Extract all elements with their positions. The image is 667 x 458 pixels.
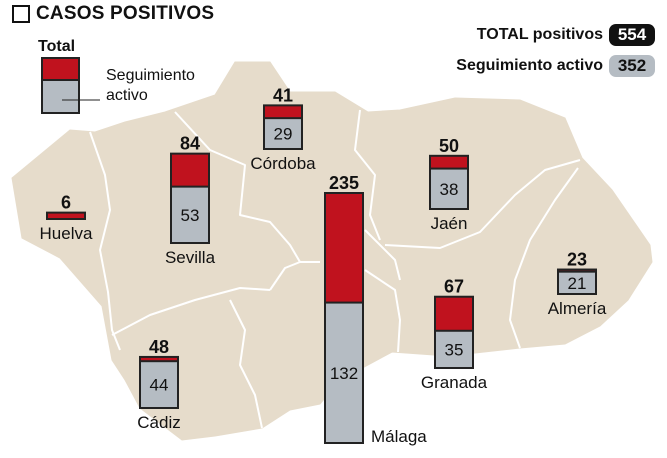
legend-total-label: Total <box>38 38 75 55</box>
value-total-jaen: 50 <box>439 136 459 156</box>
chart-title: CASOS POSITIVOS <box>12 3 214 25</box>
title-box-icon <box>12 5 30 23</box>
value-active-cadiz: 44 <box>150 376 169 395</box>
province-borders <box>89 109 581 429</box>
province-huelva: 6 Huelva <box>40 193 93 243</box>
border-granada-almeria <box>509 167 579 349</box>
border-cordoba-jaen <box>354 109 381 241</box>
legend-active-label-line1: Seguimiento <box>106 67 195 84</box>
label-almeria: Almería <box>548 299 607 318</box>
legend-active-label-line2: activo <box>106 87 148 104</box>
bar-active-malaga <box>324 301 364 444</box>
border-sevilla-malaga <box>269 261 320 291</box>
bar-active-jaen <box>429 167 469 210</box>
border-sevilla-cadiz <box>111 287 271 336</box>
summary-active-value: 352 <box>609 55 655 77</box>
summary-total-label: TOTAL positivos <box>476 26 603 43</box>
summary-active-label: Seguimiento activo <box>456 57 603 74</box>
province-malaga: 132 235 Málaga <box>324 173 427 446</box>
province-almeria: 21 23 Almería <box>548 250 607 318</box>
value-total-sevilla: 84 <box>180 134 200 154</box>
province-cadiz: 44 48 Cádiz <box>137 337 180 432</box>
bar-total-huelva <box>46 211 86 220</box>
label-malaga: Málaga <box>371 427 427 446</box>
border-malaga-granada <box>364 269 401 353</box>
value-total-cordoba: 41 <box>273 85 293 105</box>
value-active-granada: 35 <box>445 340 464 359</box>
bar-active-sevilla <box>170 185 210 244</box>
label-cadiz: Cádiz <box>137 413 180 432</box>
summary-total-value: 554 <box>609 24 655 46</box>
border-sevilla-cordoba <box>174 111 301 263</box>
legend-total-swatch <box>41 57 80 81</box>
label-huelva: Huelva <box>40 224 93 243</box>
bars-layer: 6 Huelva 53 84 Sevilla 29 41 Córdoba 44 48 Cádiz 13… <box>40 85 607 446</box>
chart-title-text: CASOS POSITIVOS <box>36 3 215 24</box>
label-sevilla: Sevilla <box>165 248 216 267</box>
value-active-jaen: 38 <box>440 180 459 199</box>
summary-active: Seguimiento activo 352 <box>456 55 655 77</box>
province-granada: 35 67 Granada <box>421 277 488 392</box>
value-total-malaga: 235 <box>329 173 359 193</box>
bar-active-almeria <box>557 270 597 296</box>
value-active-sevilla: 53 <box>181 206 200 225</box>
value-total-cadiz: 48 <box>149 337 169 357</box>
legend: Total Seguimiento activo <box>38 38 195 114</box>
bar-active-granada <box>434 329 474 370</box>
value-active-almeria: 21 <box>568 274 587 293</box>
province-cordoba: 29 41 Córdoba <box>250 85 316 173</box>
province-jaen: 38 50 Jaén <box>429 136 469 233</box>
province-sevilla: 53 84 Sevilla <box>165 134 216 267</box>
value-active-cordoba: 29 <box>274 125 293 144</box>
bar-active-cadiz <box>139 360 179 410</box>
border-cadiz-malaga <box>229 299 263 429</box>
border-jaen-granada <box>384 159 581 249</box>
border-cordoba-granada <box>364 229 401 281</box>
border-huelva-sevilla <box>89 131 121 351</box>
label-jaen: Jaén <box>431 214 468 233</box>
value-total-almeria: 23 <box>567 250 587 270</box>
value-total-huelva: 6 <box>61 193 71 213</box>
label-granada: Granada <box>421 373 488 392</box>
value-total-granada: 67 <box>444 277 464 297</box>
value-active-malaga: 132 <box>330 364 358 383</box>
summary-total: TOTAL positivos 554 <box>477 24 655 46</box>
bar-active-cordoba <box>263 117 303 150</box>
legend-active-swatch <box>41 79 80 114</box>
label-cordoba: Córdoba <box>250 154 316 173</box>
